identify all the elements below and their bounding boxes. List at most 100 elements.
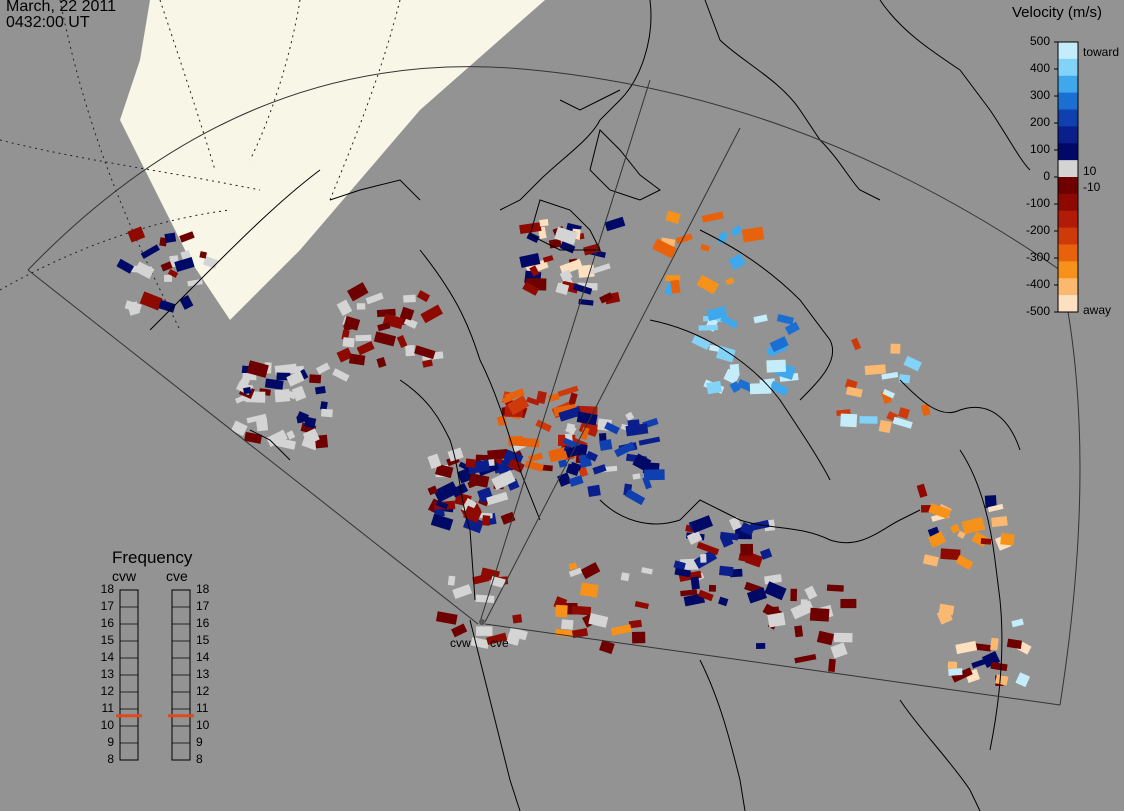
velocity-cell (286, 370, 305, 387)
velocity-cell (365, 292, 384, 305)
coastline (589, 129, 661, 201)
velocity-cell (159, 237, 168, 247)
velocity-cell (160, 261, 173, 272)
velocity-cell (984, 495, 997, 509)
velocity-cell (927, 531, 947, 549)
velocity-cell (348, 353, 366, 366)
velocity-cell (670, 279, 681, 294)
velocity-cell (949, 523, 961, 534)
velocity-cell (614, 441, 636, 458)
velocity-cell (604, 216, 626, 232)
velocity-cell (373, 331, 397, 347)
velocity-cell (947, 661, 958, 669)
velocity-cell (356, 303, 366, 310)
colorbar-segment (1058, 109, 1078, 127)
velocity-cell (767, 606, 780, 613)
velocity-cell (577, 264, 595, 278)
frequency-tick-label: 17 (196, 599, 210, 613)
velocity-cell (481, 515, 491, 526)
velocity-cell (980, 538, 992, 545)
velocity-cell (167, 268, 179, 278)
velocity-cell (554, 226, 578, 245)
colorbar-segment (1058, 177, 1078, 195)
velocity-cell (763, 574, 782, 585)
velocity-cell (522, 281, 540, 296)
velocity-cell (739, 522, 755, 536)
velocity-cell (830, 642, 848, 659)
velocity-cell (690, 576, 700, 590)
coastline (899, 379, 1021, 451)
frequency-radar-cvw: cvw (112, 568, 137, 584)
velocity-tick-label: 100 (1029, 142, 1050, 156)
coastline (649, 319, 831, 481)
velocity-cell (740, 543, 754, 556)
velocity-cell (955, 554, 974, 570)
velocity-tick-label: -500 (1025, 304, 1050, 318)
velocity-cell (164, 274, 172, 282)
colorbar-segment (1058, 244, 1078, 262)
velocity-cell (559, 258, 583, 275)
velocity-cell (491, 470, 516, 491)
velocity-cell (316, 362, 331, 375)
frequency-tick-label: 13 (100, 667, 114, 681)
coastline (959, 449, 1003, 751)
velocity-cell (769, 336, 789, 353)
velocity-cell (427, 485, 438, 496)
frequency-tick-label: 16 (196, 616, 210, 630)
velocity-cell (140, 244, 160, 259)
beam-line (479, 79, 651, 623)
velocity-cells (116, 210, 1032, 688)
date-label: March, 22 2011 (6, 0, 116, 15)
velocity-cell (951, 667, 973, 683)
velocity-cell (463, 505, 482, 524)
velocity-cell (706, 380, 723, 395)
velocity-cell (800, 599, 808, 606)
velocity-cell (127, 301, 140, 316)
velocity-cell (1000, 533, 1015, 546)
velocity-cell (749, 382, 772, 395)
frequency-tick-label: 9 (196, 735, 203, 749)
velocity-cell (991, 516, 1008, 528)
velocity-cell (243, 386, 252, 395)
velocity-cell (746, 587, 768, 604)
velocity-cell (728, 253, 746, 271)
velocity-cell (199, 251, 207, 259)
velocity-cell (665, 210, 681, 225)
velocity-cell (890, 343, 901, 354)
velocity-cell (571, 605, 592, 616)
coastline (399, 379, 476, 601)
velocity-cell (134, 261, 155, 279)
velocity-cell (558, 406, 582, 422)
velocity-cell (995, 674, 1009, 686)
velocity-cell (565, 444, 584, 458)
velocity-scale-title: Velocity (m/s) (1012, 4, 1103, 21)
velocity-cell (508, 626, 528, 641)
velocity-cell (414, 345, 436, 360)
frequency-tick-label: 18 (196, 582, 210, 596)
velocity-cell (255, 418, 269, 432)
velocity-cell (696, 274, 720, 295)
velocity-cell (585, 450, 598, 462)
colorbar-segment (1058, 295, 1078, 313)
velocity-cell (555, 282, 570, 296)
velocity-cell (435, 463, 454, 479)
velocity-cell (720, 314, 739, 329)
velocity-cell (396, 334, 408, 348)
velocity-cell (678, 570, 702, 582)
velocity-cell (697, 589, 714, 602)
velocity-cell (493, 464, 506, 474)
velocity-cell (447, 575, 456, 586)
frequency-tick-label: 14 (100, 650, 114, 664)
velocity-cell (897, 407, 910, 419)
velocity-colorbar (1054, 41, 1079, 313)
velocity-cell (565, 423, 576, 433)
velocity-cell (916, 483, 928, 498)
graticule-line (249, 0, 301, 161)
velocity-cell (512, 614, 523, 624)
velocity-cell (673, 560, 686, 571)
velocity-cell (851, 337, 862, 351)
velocity-cell (696, 541, 720, 556)
velocity-cell (652, 238, 677, 259)
fov-east-edge (484, 623, 1061, 706)
